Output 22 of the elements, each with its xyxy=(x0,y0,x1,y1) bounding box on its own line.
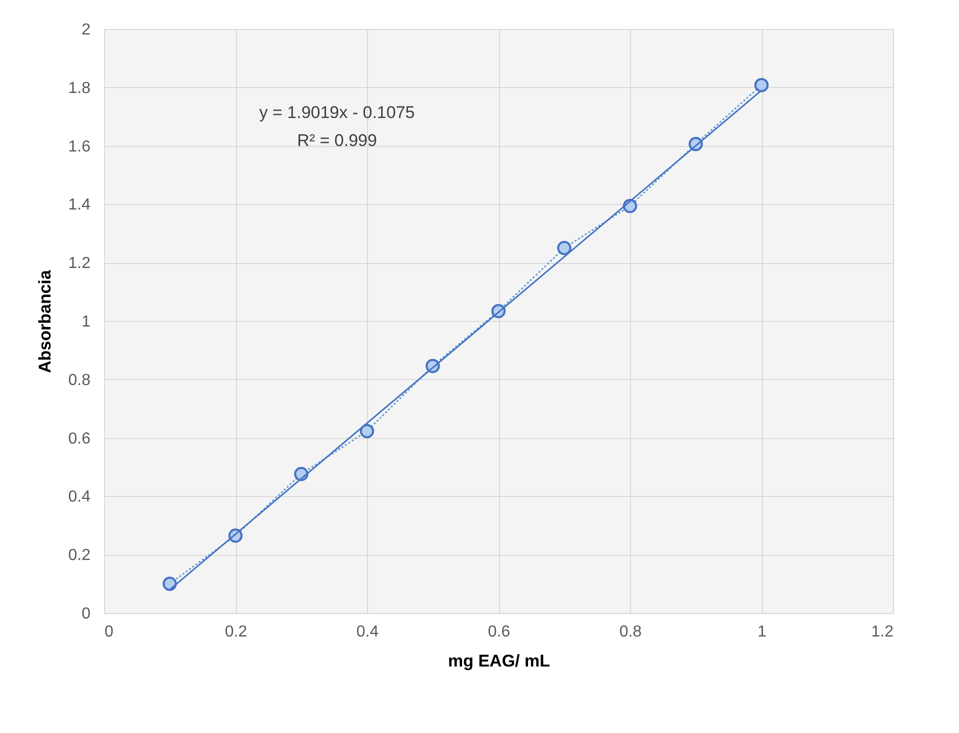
annotation: R² = 0.999 xyxy=(297,131,377,150)
x-tick-label: 0 xyxy=(104,624,114,640)
x-tick-label: 0.2 xyxy=(224,624,248,640)
y-tick-label: 1.4 xyxy=(68,196,91,214)
y-tick-label: 0 xyxy=(82,606,91,622)
y-tick-label: 2 xyxy=(82,22,91,38)
y-axis-title: Absorbancia xyxy=(35,269,54,373)
y-tick-label: 1.6 xyxy=(68,138,91,156)
annotation: y = 1.9019x - 0.1075 xyxy=(259,103,415,122)
x-tick-label: 0.4 xyxy=(356,624,379,640)
x-tick-label: 1 xyxy=(758,624,767,640)
y-tick-label: 1 xyxy=(82,314,91,330)
x-tick-label: 0.8 xyxy=(619,624,642,640)
y-tick-label: 0.2 xyxy=(68,547,91,564)
y-tick-label: 0.4 xyxy=(68,488,91,506)
x-axis-title: mg EAG/ mL xyxy=(448,652,550,670)
x-tick-label: 1.2 xyxy=(871,624,894,640)
y-tick-label: 1.2 xyxy=(68,255,91,272)
x-tick-label: 0.6 xyxy=(488,624,510,640)
y-tick-label: 0.8 xyxy=(68,372,91,389)
y-tick-label: 1.8 xyxy=(68,80,91,97)
y-tick-label: 0.6 xyxy=(68,430,91,448)
